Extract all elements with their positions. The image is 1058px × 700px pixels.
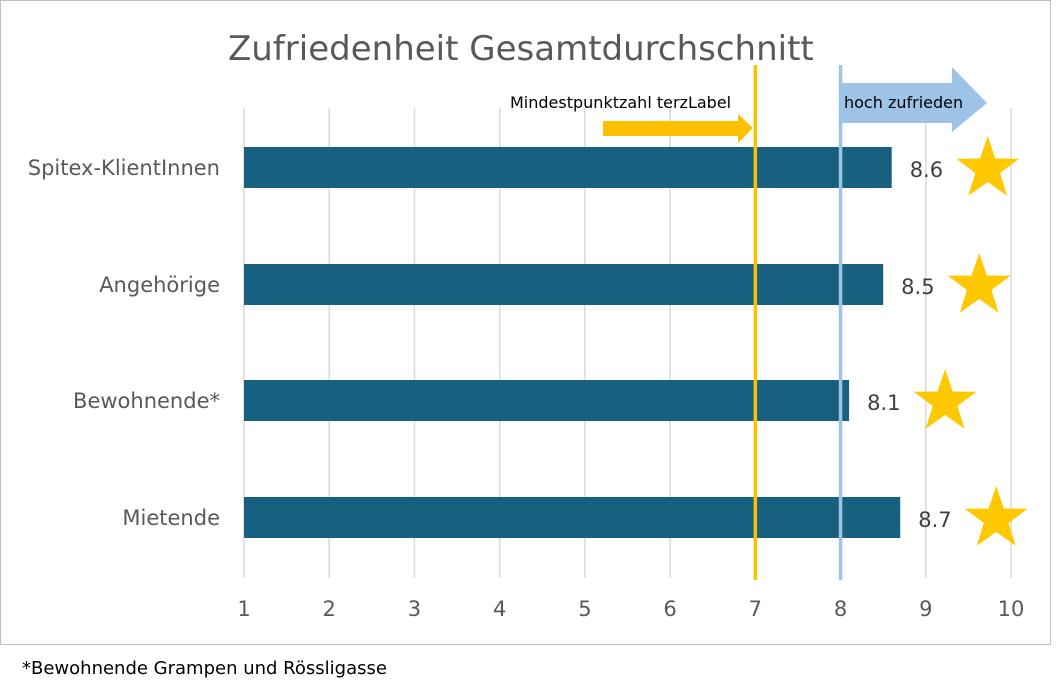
star-icon [964,486,1028,546]
x-tick-label: 4 [493,597,506,621]
footnote: *Bewohnende Grampen und Rössligasse [22,658,387,679]
category-label: Spitex-KlientInnen [28,156,220,180]
x-tick-label: 6 [663,597,676,621]
bar [244,380,850,421]
star-icon [913,369,977,429]
category-label: Mietende [122,506,220,530]
category-label: Angehörige [99,273,220,297]
x-tick-label: 10 [998,597,1025,621]
reference-label-high: hoch zufrieden [844,93,963,112]
bar [244,264,884,305]
data-label: 8.5 [901,275,934,299]
x-tick-label: 5 [578,597,591,621]
x-tick-label: 2 [323,597,336,621]
data-label: 8.1 [867,391,900,415]
bar [244,497,901,538]
x-tick-label: 1 [237,597,250,621]
category-label: Bewohnende* [73,389,220,413]
x-tick-label: 8 [834,597,847,621]
data-label: 8.7 [918,508,951,532]
x-tick-label: 3 [408,597,421,621]
chart-title: Zufriedenheit Gesamtdurchschnitt [228,29,814,69]
arrow-right-icon [839,67,987,132]
chart-frame [0,0,1051,645]
bar-chart: Zufriedenheit Gesamtdurchschnitt 1 2 3 4 5 6 7 8… [28,29,1028,621]
bar [244,147,892,188]
x-tick-label: 7 [749,597,762,621]
reference-label-minimum: Mindestpunktzahl terzLabel [510,93,731,112]
arrow-right-icon [603,114,753,143]
star-icon [947,253,1011,313]
x-tick-label: 9 [919,597,932,621]
data-label: 8.6 [910,158,943,182]
star-icon [956,136,1020,196]
